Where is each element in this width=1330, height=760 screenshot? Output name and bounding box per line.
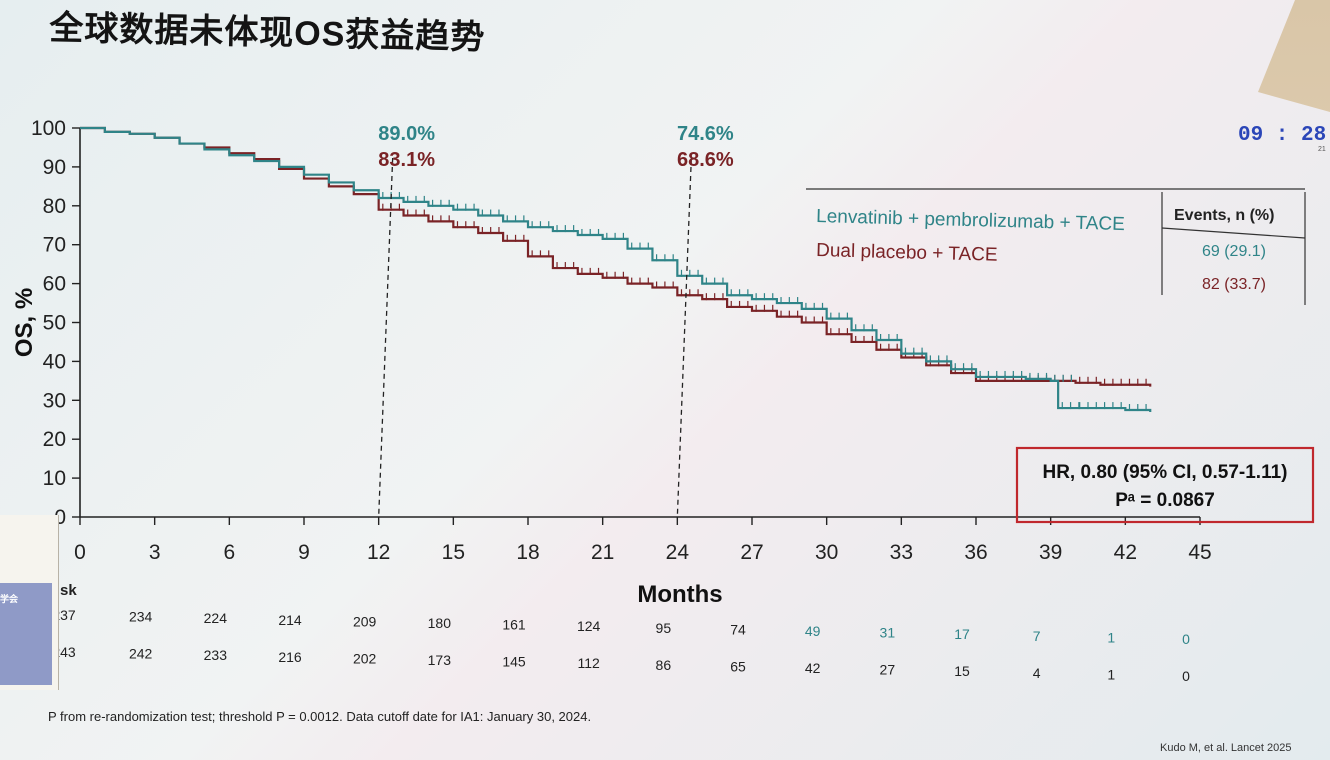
legend-entry-lenvatinib: Lenvatinib + pembrolizumab + TACE: [816, 206, 1125, 235]
x-tick-label: 33: [890, 541, 913, 564]
y-tick-label: 0: [54, 506, 66, 529]
risk-cell: 31: [880, 625, 896, 641]
x-axis-title: Months: [637, 581, 722, 608]
legend-header: Events, n (%): [1174, 207, 1274, 224]
x-tick-label: 3: [149, 541, 161, 564]
legend-entry-placebo: Dual placebo + TACE: [816, 240, 998, 266]
x-tick-label: 39: [1039, 541, 1062, 564]
footnote: P from re-randomization test; threshold …: [48, 709, 592, 724]
risk-cell: 1: [1107, 629, 1115, 645]
risk-cell: 1: [1107, 666, 1115, 682]
risk-cell: 4: [1033, 665, 1041, 681]
hr-line-2: Pᵃ = 0.0867: [1115, 490, 1215, 511]
risk-cell: 216: [278, 649, 302, 665]
risk-cell: 234: [129, 609, 153, 625]
x-tick-label: 27: [740, 541, 763, 564]
x-tick-label: 45: [1188, 541, 1211, 564]
risk-cell: 17: [954, 626, 970, 642]
risk-cell: 161: [502, 617, 526, 633]
legend-layer: Events, n (%) Lenvatinib + pembrolizumab …: [806, 188, 1315, 524]
risk-cell: 112: [578, 655, 601, 671]
risk-cell: 224: [204, 610, 228, 626]
x-tick-label: 24: [666, 541, 690, 564]
risk-cell: 7: [1033, 628, 1041, 644]
x-tick-label: 0: [74, 541, 86, 564]
risk-cell: 124: [577, 618, 601, 634]
x-tick-label: 30: [815, 541, 838, 564]
risk-cell: 0: [1182, 631, 1190, 647]
risk-cell: 95: [656, 620, 672, 636]
risk-cell: 145: [502, 654, 526, 670]
risk-cell: 202: [353, 650, 377, 666]
y-tick-label: 80: [43, 195, 66, 218]
y-tick-label: 10: [43, 467, 66, 490]
landmark-line-24: [676, 157, 692, 518]
landmark-label-placebo-12: 83.1%: [378, 149, 435, 171]
risk-cell: 209: [353, 613, 377, 629]
risk-cell: 0: [1182, 668, 1190, 684]
risk-cell: 86: [656, 657, 672, 673]
y-tick-label: 70: [43, 234, 66, 257]
legend-events-placebo: 82 (33.7): [1202, 276, 1266, 293]
risk-cell: 49: [805, 623, 821, 639]
landmark-label-placebo-24: 68.6%: [677, 149, 734, 171]
y-tick-label: 60: [43, 273, 66, 296]
risk-cell: 74: [730, 621, 746, 637]
left-card-banner: [0, 583, 52, 685]
risk-cell: 65: [730, 658, 746, 674]
x-tick-label: 12: [367, 541, 390, 564]
y-tick-label: 20: [43, 428, 66, 451]
x-tick-label: 9: [298, 541, 310, 564]
risk-cell: 42: [805, 660, 821, 676]
hr-line-1: HR, 0.80 (95% CI, 0.57-1.11): [1042, 462, 1287, 483]
landmark-label-lenvatinib-24: 74.6%: [677, 123, 734, 145]
x-tick-label: 18: [516, 541, 539, 564]
y-axis-title: OS, %: [11, 288, 38, 357]
citation: Kudo M, et al. Lancet 2025: [1160, 742, 1292, 754]
y-tick-label: 30: [43, 389, 66, 412]
clock-subscript: 21: [1318, 146, 1326, 153]
legend-events-lenvatinib: 69 (29.1): [1202, 243, 1266, 260]
annotation-layer: 89.0% 83.1% 74.6% 68.6%: [378, 123, 734, 518]
curve-lenvatinib-pembrolizumab-tace: [80, 126, 1152, 412]
left-card-text: 学会: [0, 594, 19, 604]
risk-cell: 173: [428, 652, 452, 668]
risk-cell: 242: [129, 646, 153, 662]
x-tick-label: 21: [591, 541, 614, 564]
legend-header-rule: [1161, 227, 1306, 239]
x-tick-label: 36: [964, 541, 987, 564]
risk-cell: 15: [954, 663, 970, 679]
risk-cell: 214: [278, 612, 302, 628]
x-tick-label: 6: [223, 541, 235, 564]
y-tick-label: 40: [43, 350, 66, 373]
y-tick-label: 100: [31, 117, 66, 140]
landmark-label-lenvatinib-12: 89.0%: [378, 123, 435, 145]
risk-cell: 233: [204, 647, 228, 663]
risk-cell: 180: [428, 615, 452, 631]
curves-layer: [80, 126, 1152, 412]
clock-readout: 09 : 28: [1238, 124, 1327, 147]
landmark-line-12: [378, 157, 394, 518]
y-tick-label: 50: [43, 312, 66, 335]
risk-cell: 27: [880, 662, 896, 678]
x-tick-label: 15: [442, 541, 465, 564]
x-tick-label: 42: [1114, 541, 1137, 564]
y-tick-label: 90: [43, 156, 66, 179]
hr-box: [1015, 446, 1315, 524]
